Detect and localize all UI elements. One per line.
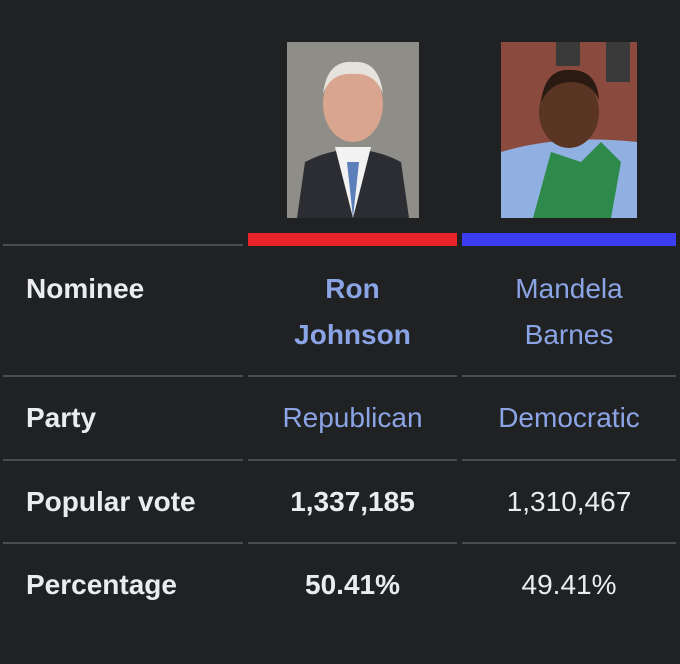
row-label: Percentage (26, 569, 177, 600)
row-separator (3, 244, 243, 246)
row-separator (3, 459, 243, 461)
party-color-bar (462, 233, 676, 246)
candidate-photo (501, 42, 637, 218)
row-label: Popular vote (26, 486, 196, 517)
row-label: Nominee (26, 273, 145, 304)
row-separator (462, 375, 676, 377)
row-separator (248, 375, 457, 377)
name-line[interactable]: Mandela (515, 273, 623, 304)
candidate-photo (287, 42, 419, 218)
row-separator (248, 542, 457, 544)
candidate-name[interactable]: Ron Johnson (248, 266, 457, 358)
row-label: Party (26, 402, 97, 433)
name-line[interactable]: Ron (325, 273, 380, 304)
percentage: 50.41% (305, 569, 400, 600)
row-separator (3, 375, 243, 377)
percentage: 49.41% (521, 569, 617, 600)
popular-vote: 1,337,185 (290, 486, 415, 517)
row-separator (462, 542, 676, 544)
party[interactable]: Democratic (498, 402, 640, 433)
row-separator (3, 542, 243, 544)
row-separator (462, 459, 676, 461)
candidate-name[interactable]: Mandela Barnes (462, 266, 676, 358)
party[interactable]: Republican (282, 402, 423, 433)
row-separator (248, 459, 457, 461)
name-line[interactable]: Johnson (294, 319, 411, 350)
popular-vote: 1,310,467 (506, 486, 632, 517)
name-line[interactable]: Barnes (524, 319, 614, 350)
party-color-bar (248, 233, 457, 246)
